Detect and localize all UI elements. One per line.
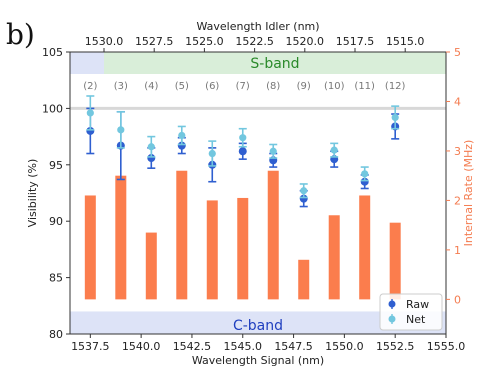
net-point <box>86 95 95 131</box>
data-point <box>361 170 369 178</box>
data-point <box>360 177 369 186</box>
channel-label: (9) <box>297 81 311 92</box>
y-tick-label: 80 <box>49 328 63 341</box>
legend-box <box>379 293 443 331</box>
y-tick-label: 100 <box>42 102 63 115</box>
data-point <box>238 147 247 156</box>
plot-frame <box>69 51 447 335</box>
net-point <box>177 125 186 146</box>
channel-label: (7) <box>236 81 250 92</box>
y2-tick-label: 1 <box>454 244 461 257</box>
y2-tick-label: 2 <box>454 194 461 207</box>
net-point <box>147 135 156 158</box>
c-band-corner <box>70 52 104 74</box>
channel-label: (2) <box>83 81 97 92</box>
channel-label: (8) <box>266 81 280 92</box>
channel-label: (4) <box>144 81 158 92</box>
s-band-label: S-band <box>250 56 299 72</box>
rate-bar <box>145 232 157 300</box>
data-point <box>299 194 308 203</box>
rate-bar <box>84 195 96 300</box>
x-axis-title: Wavelength Signal (nm) <box>192 354 324 367</box>
net-point <box>391 105 400 130</box>
rate-bar <box>389 222 401 300</box>
data-point <box>147 154 156 163</box>
top-tick-label: 1527.5 <box>135 35 174 48</box>
top-tick-label: 1520.0 <box>286 35 325 48</box>
legend: Raw Net <box>379 293 443 331</box>
data-point <box>117 126 125 134</box>
data-point <box>86 109 94 117</box>
channel-label: (11) <box>354 81 375 92</box>
rate-bar <box>328 215 340 300</box>
x-tick-label: 1545.0 <box>224 340 263 353</box>
y2-tick-label: 3 <box>454 145 461 158</box>
net-point <box>238 127 247 148</box>
channel-label: (10) <box>324 81 345 92</box>
data-point <box>147 143 155 151</box>
data-point <box>269 147 277 155</box>
top-tick-label: 1525.0 <box>185 35 224 48</box>
net-point <box>330 142 339 158</box>
rate-bar <box>298 259 310 300</box>
rate-bar <box>115 175 127 300</box>
data-point <box>177 141 186 150</box>
data-point <box>208 149 216 158</box>
top-tick-label: 1530.0 <box>85 35 124 48</box>
top-tick-label: 1522.5 <box>235 35 274 48</box>
legend-label: Net <box>406 313 426 326</box>
panel-label: b) <box>6 18 35 51</box>
data-point <box>239 134 247 142</box>
channel-label: (6) <box>205 81 219 92</box>
y2-axis-title: Internal Rate (MHz) <box>462 140 475 247</box>
y2-tick-label: 0 <box>454 293 461 306</box>
net-point <box>299 183 308 199</box>
data-point <box>300 187 308 195</box>
data-point <box>391 113 399 122</box>
y2-tick-label: 5 <box>454 46 461 59</box>
top-axis-title: Wavelength Idler (nm) <box>196 20 319 33</box>
top-tick-label: 1517.5 <box>336 35 375 48</box>
data-point <box>178 131 186 140</box>
y-tick-label: 95 <box>49 159 63 172</box>
x-tick-label: 1540.0 <box>122 340 161 353</box>
y2-tick-label: 4 <box>454 95 461 108</box>
rate-bar <box>206 200 218 300</box>
net-point <box>116 110 125 149</box>
y-tick-label: 105 <box>42 46 63 59</box>
y-tick-label: 90 <box>49 215 63 228</box>
rate-bar <box>176 170 188 300</box>
channel-label: (3) <box>114 81 128 92</box>
x-tick-label: 1537.5 <box>71 340 110 353</box>
s-band-region <box>104 52 446 74</box>
x-tick-label: 1550.0 <box>325 340 364 353</box>
net-point <box>360 166 369 182</box>
data-point <box>330 146 338 154</box>
c-band-region <box>70 311 446 334</box>
rate-bar <box>359 195 371 300</box>
legend-marker <box>388 315 396 323</box>
legend-label: Raw <box>406 298 429 311</box>
data-point <box>86 126 95 135</box>
rate-bar <box>237 197 249 300</box>
x-tick-label: 1555.0 <box>427 340 466 353</box>
c-band-label: C-band <box>233 318 283 334</box>
legend-marker <box>388 300 396 308</box>
channel-label: (12) <box>385 81 406 92</box>
net-point <box>208 140 217 167</box>
channel-label: (5) <box>175 81 189 92</box>
net-point <box>269 143 278 159</box>
rate-bar <box>267 170 279 300</box>
x-tick-label: 1547.5 <box>274 340 313 353</box>
y-axis-title: Visibility (%) <box>26 159 39 228</box>
top-tick-label: 1515.0 <box>386 35 425 48</box>
x-tick-label: 1552.5 <box>376 340 415 353</box>
x-tick-label: 1542.5 <box>173 340 212 353</box>
y-tick-label: 85 <box>49 272 63 285</box>
